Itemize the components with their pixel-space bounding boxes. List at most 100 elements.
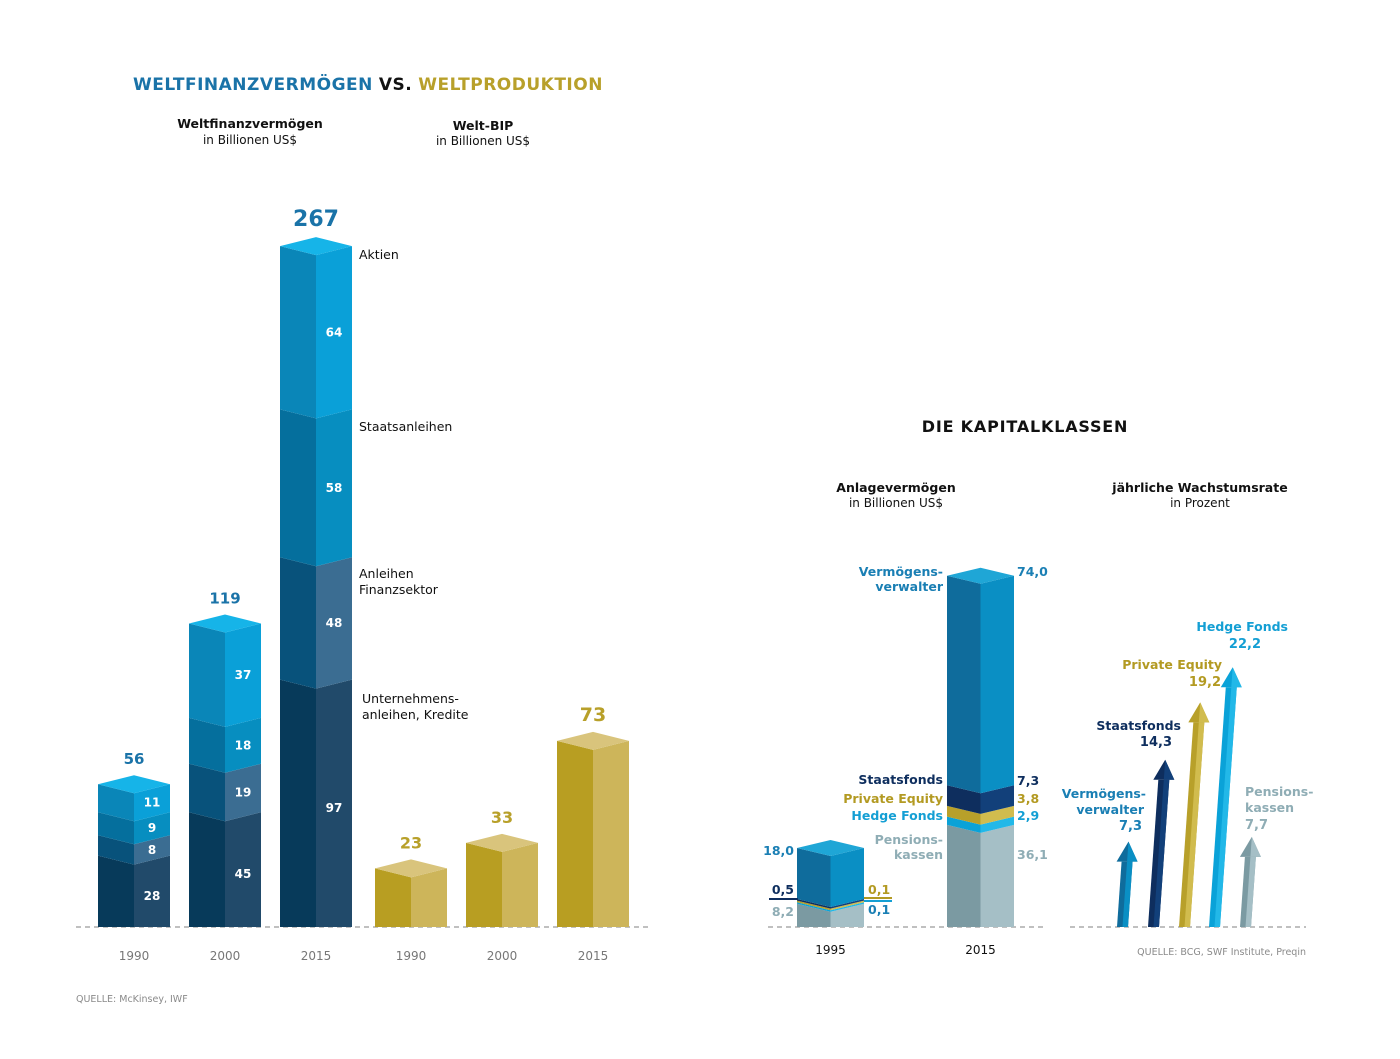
assets-1995-seg2-left: [797, 900, 831, 911]
assets-label-pension-line1: Pensions-: [875, 832, 943, 847]
assets-label-verm: Vermögens-verwalter: [859, 564, 944, 594]
legend-anleihen-line1: Anleihen: [359, 566, 414, 581]
source-left: QUELLE: McKinsey, IWF: [76, 994, 188, 1005]
main-title-vs: VS.: [379, 75, 412, 95]
wealth-2015-top: [280, 237, 352, 256]
wealth-xtick-2000: 2000: [210, 949, 241, 963]
assets-label-hedge: Hedge Fonds: [851, 808, 943, 823]
assets-label-staatsfonds-line1: Staatsfonds: [858, 772, 943, 787]
assets-heading: Anlagevermögen: [836, 480, 955, 495]
growth-subheading: in Prozent: [1170, 496, 1230, 510]
gdp-1990-right: [411, 868, 447, 927]
wealth-1990-value-0: 28: [144, 889, 161, 903]
assets-label-verm-line1: Vermögens-: [859, 564, 943, 579]
legend-aktien: Aktien: [359, 247, 399, 262]
wealth-2015-seg1-right: [316, 557, 352, 689]
assets-xtick-1995: 1995: [815, 943, 846, 957]
growth-value-pension: 7,7: [1245, 818, 1268, 833]
wealth-2015-value-2: 58: [326, 481, 343, 495]
gdp-2015-right: [593, 740, 629, 927]
wealth-1990-seg1-right: [134, 835, 170, 865]
growth-heading: jährliche Wachstumsrate: [1111, 480, 1287, 495]
growth-label-pension-line2: kassen: [1245, 800, 1294, 815]
gdp-xtick-2000: 2000: [487, 949, 518, 963]
chart-marks: 28 8 9 11 56 1990 45 19 18 37 119 2000 97 48 58 64 267 20…: [98, 207, 1261, 963]
wealth-2015-value-1: 48: [326, 616, 343, 630]
assets-1995-pe-value: 0,1: [868, 882, 890, 897]
gdp-2000-top: [466, 833, 538, 852]
growth-arrow-1-shaft-light: [1153, 779, 1170, 927]
gdp-1990-top: [375, 859, 447, 878]
assets-1995-seg4-left: [797, 848, 831, 907]
growth-value-pe: 19,2: [1189, 675, 1221, 690]
assets-label-verm-line2: verwalter: [875, 579, 944, 594]
wealth-1990-seg0-right: [134, 855, 170, 927]
legend-unternehmens-line1: Unternehmens-: [362, 691, 459, 706]
wealth-2015-value-0: 97: [326, 801, 343, 815]
wealth-2015-seg3-right: [316, 246, 352, 419]
main-title-left: WELTFINANZVERMÖGEN: [133, 73, 373, 95]
gdp-2000-right: [502, 842, 538, 927]
growth-label-pension-line1: Pensions-: [1245, 784, 1313, 799]
wealth-subheading: in Billionen US$: [203, 133, 297, 147]
assets-1995-staatsfonds-value: 0,5: [772, 882, 794, 897]
gdp-subheading: in Billionen US$: [436, 134, 530, 148]
wealth-2000-seg3-left: [189, 623, 225, 727]
wealth-2015-total: 267: [293, 207, 339, 232]
gdp-1990-total: 23: [400, 833, 422, 852]
legend-staatsanleihen: Staatsanleihen: [359, 419, 452, 434]
main-title-right: WELTPRODUKTION: [418, 75, 603, 95]
assets-2015-seg4-right: [980, 575, 1014, 794]
growth-arrow-2-head-light: [1198, 702, 1210, 723]
wealth-2000-seg1-right: [225, 763, 261, 822]
gdp-2000-left: [466, 842, 502, 927]
growth-value-hedge: 22,2: [1229, 637, 1261, 652]
assets-2015-seg1-left: [947, 816, 981, 833]
growth-label-verm-line2: verwalter: [1076, 802, 1145, 817]
wealth-2000-value-2: 18: [235, 738, 252, 752]
assets-1995-seg1-left: [797, 902, 831, 912]
growth-arrow-3-shaft-light: [1214, 687, 1237, 927]
wealth-1990-seg3-left: [98, 784, 134, 822]
growth-label-pension: Pensions-kassen: [1245, 784, 1313, 815]
wealth-xtick-1990: 1990: [119, 949, 150, 963]
assets-1995-seg0-right: [830, 903, 864, 927]
wealth-2000-value-1: 19: [235, 786, 252, 800]
legend-unternehmens-line2: anleihen, Kredite: [362, 707, 469, 722]
wealth-2015-seg2-right: [316, 409, 352, 567]
assets-2015-seg0-right: [980, 824, 1014, 927]
assets-2015-staatsfonds-value: 7,3: [1017, 773, 1039, 788]
wealth-2015-seg0-right: [316, 679, 352, 927]
growth-arrow-1-head-light: [1163, 759, 1175, 780]
wealth-2000-value-3: 37: [235, 668, 252, 682]
wealth-heading: Weltfinanzvermögen: [177, 116, 323, 131]
assets-xtick-2015: 2015: [965, 943, 996, 957]
wealth-2015-seg3-left: [280, 246, 316, 419]
wealth-2000-seg2-left: [189, 717, 225, 773]
assets-1995-seg4-right: [830, 848, 864, 907]
gdp-2015-total: 73: [580, 704, 606, 726]
wealth-2000-top: [189, 614, 261, 633]
assets-1995-verm-value: 18,0: [763, 843, 794, 858]
assets-1995-seg3-left: [797, 898, 831, 909]
assets-2015-seg3-left: [947, 785, 981, 814]
assets-1995-seg2-right: [830, 900, 864, 911]
growth-value-staatsfonds: 14,3: [1140, 735, 1172, 750]
wealth-1990-seg0-left: [98, 855, 134, 927]
assets-label-pension: Pensions-kassen: [875, 832, 943, 862]
growth-arrow-2-shaft-light: [1184, 722, 1205, 927]
wealth-2015-value-3: 64: [326, 325, 343, 339]
assets-2015-seg1-right: [980, 816, 1014, 833]
assets-1995-seg1-right: [830, 902, 864, 912]
wealth-1990-value-1: 8: [148, 843, 156, 857]
wealth-2000-seg0-right: [225, 812, 261, 927]
assets-label-staatsfonds: Staatsfonds: [858, 772, 943, 787]
assets-2015-verm-value: 74,0: [1017, 564, 1048, 579]
assets-2015-seg3-right: [980, 785, 1014, 814]
assets-label-pe-line1: Private Equity: [843, 791, 943, 806]
assets-1995-seg3-right: [830, 898, 864, 909]
assets-1995-seg0-left: [797, 903, 831, 927]
wealth-2015-seg1-left: [280, 557, 316, 689]
wealth-1990-total: 56: [124, 750, 145, 768]
